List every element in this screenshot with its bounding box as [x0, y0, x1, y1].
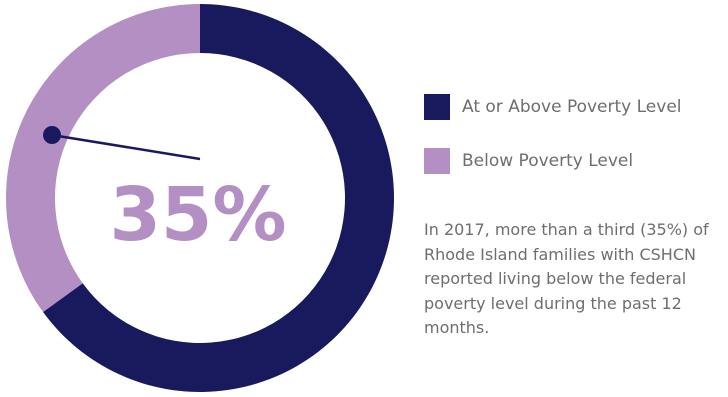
legend-item-below-poverty: Below Poverty Level: [424, 146, 724, 176]
callout-dot: [43, 126, 61, 144]
legend: At or Above Poverty Level Below Poverty …: [424, 92, 724, 200]
center-percent-label: 35%: [109, 172, 286, 258]
description-text: In 2017, more than a third (35%) of Rhod…: [424, 220, 709, 337]
legend-swatch-below-poverty: [424, 148, 450, 174]
legend-label-above-poverty: At or Above Poverty Level: [462, 97, 682, 117]
donut-slices: [6, 4, 394, 393]
donut-chart: 35%: [6, 4, 394, 393]
callout-line: [51, 133, 201, 161]
legend-swatch-above-poverty: [424, 94, 450, 120]
legend-label-below-poverty: Below Poverty Level: [462, 151, 634, 171]
slice-below-poverty: [6, 4, 200, 313]
legend-item-above-poverty: At or Above Poverty Level: [424, 92, 724, 122]
